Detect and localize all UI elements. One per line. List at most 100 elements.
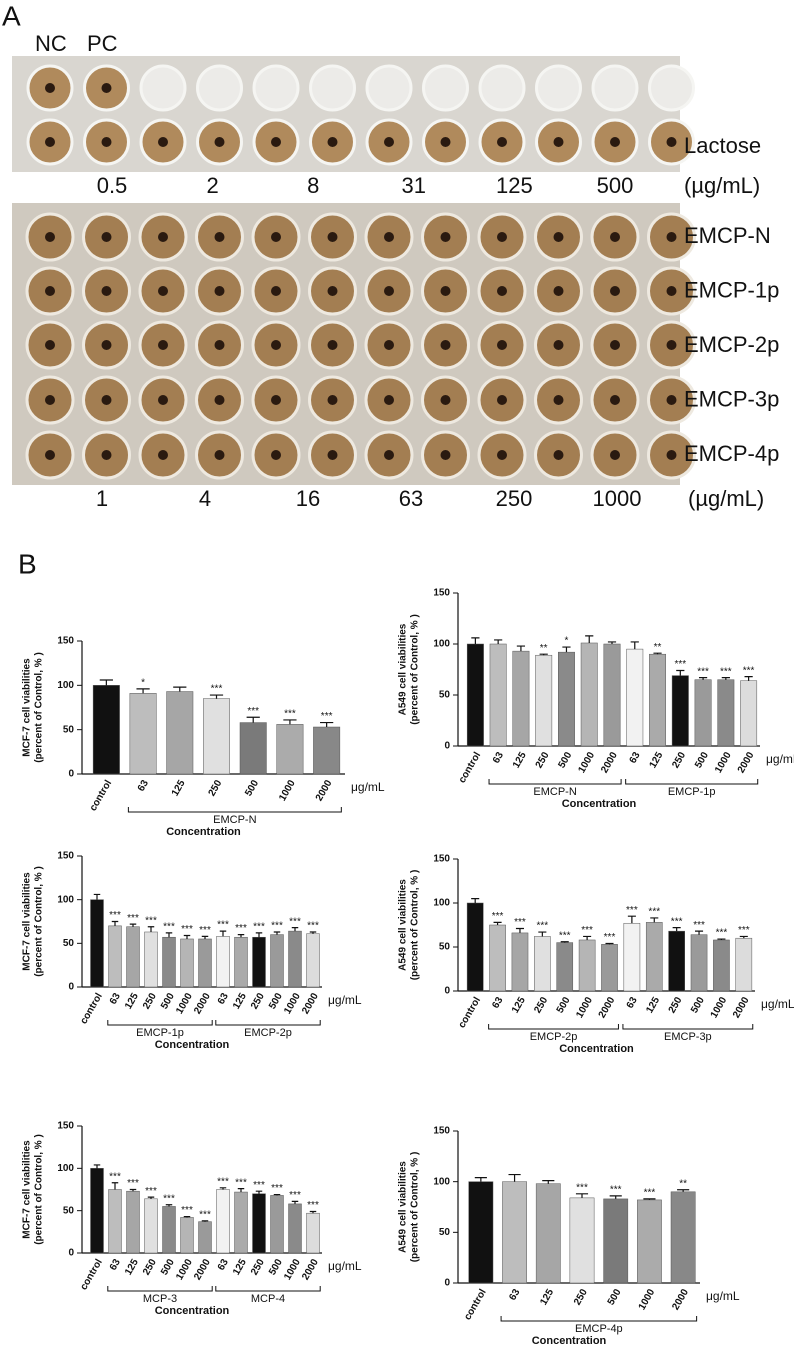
error-bar [237, 1188, 245, 1193]
error-bar [165, 1204, 173, 1207]
error-bar [516, 645, 526, 652]
well-pellet [384, 232, 394, 242]
bar [735, 937, 753, 992]
y-axis-label: MCF-7 cell viabilities [22, 1140, 33, 1239]
concentration: 16 [296, 486, 320, 511]
significance: *** [145, 1186, 157, 1197]
significance: *** [211, 684, 223, 695]
well-pellet [497, 286, 507, 296]
lactose-concentration: 0.5 [97, 173, 128, 198]
x-tick-label: 2000 [597, 995, 618, 1020]
well-pellet [158, 286, 168, 296]
well-pellet [666, 137, 677, 147]
bar [252, 1193, 266, 1254]
group-label: EMCP-N [533, 786, 576, 798]
well [478, 64, 526, 112]
x-tick-label: 500 [267, 1257, 285, 1277]
concentration-unit: (µg/mL) [688, 486, 764, 511]
error-bar [183, 1215, 191, 1218]
significance: *** [716, 928, 728, 939]
x-axis-label: Concentration [562, 798, 637, 810]
error-bar [744, 676, 753, 681]
significance: *** [284, 709, 296, 720]
significance: *** [271, 921, 283, 932]
x-tick-label: 125 [510, 995, 528, 1015]
well-pellet [45, 450, 55, 460]
x-tick-label: 2000 [300, 991, 321, 1016]
well-pellet [101, 286, 112, 296]
lactose-concentration: 8 [307, 173, 319, 198]
lactose-concentration: 500 [597, 173, 634, 198]
x-tick-label: 500 [159, 1257, 177, 1277]
well-pellet [158, 137, 168, 147]
bar [569, 1197, 595, 1284]
significance: *** [307, 921, 319, 932]
bar [466, 902, 484, 992]
bar [129, 693, 157, 775]
well-pellet [666, 232, 677, 242]
bar [276, 724, 304, 775]
bar [649, 653, 666, 747]
y-tick-label: 0 [444, 986, 450, 997]
y-axis-label: (percent of Control, % ) [34, 866, 45, 977]
y-tick-label: 0 [68, 982, 74, 993]
bar [162, 936, 176, 988]
well-pellet [384, 395, 394, 405]
well-pellet [440, 232, 451, 242]
group-bracket [107, 1286, 213, 1292]
significance: *** [145, 915, 157, 926]
bar [239, 722, 267, 775]
significance: *** [163, 1193, 175, 1204]
error-bar [183, 934, 191, 939]
bar [108, 925, 122, 988]
x-axis-label: Concentration [166, 826, 241, 838]
lactose-concentration: 2 [206, 173, 218, 198]
bar [162, 1206, 176, 1254]
significance: *** [127, 913, 139, 924]
x-tick-label: 2000 [300, 1257, 321, 1282]
bar [580, 642, 598, 747]
error-bar [494, 639, 503, 644]
error-bar [129, 923, 137, 927]
bar [626, 648, 644, 747]
lactose-concentration: 31 [402, 173, 426, 198]
y-tick-label: 50 [439, 942, 451, 953]
error-bar [246, 716, 260, 723]
x-tick-label: 63 [216, 1257, 231, 1273]
bar [90, 1168, 104, 1254]
well-pellet [45, 286, 55, 296]
error-bar [627, 915, 636, 924]
bar [558, 651, 575, 747]
bar [288, 1203, 302, 1254]
bar [489, 924, 506, 992]
bar [717, 679, 735, 747]
y-tick-label: 100 [57, 680, 74, 691]
well-pellet [553, 395, 564, 405]
error-bar [219, 1187, 227, 1190]
row-label: EMCP-3p [684, 386, 779, 411]
x-tick-label: 63 [625, 995, 640, 1011]
significance: *** [217, 1176, 229, 1187]
significance: *** [610, 1184, 622, 1195]
well [252, 64, 300, 112]
row-label: EMCP-N [684, 223, 771, 248]
error-bar [575, 1193, 589, 1198]
significance: *** [514, 917, 526, 928]
well-pellet [553, 450, 564, 460]
bar [603, 1198, 629, 1284]
x-tick-label: 2000 [192, 1257, 213, 1282]
well-pellet [45, 232, 55, 242]
bar [270, 1195, 284, 1254]
concentration: 63 [399, 486, 423, 511]
bar [306, 1212, 320, 1254]
x-tick-label: 63 [216, 991, 231, 1007]
x-axis-label: Concentration [532, 1335, 607, 1347]
significance: *** [626, 905, 638, 916]
well [139, 64, 187, 112]
x-tick-label: 125 [511, 750, 529, 770]
error-bar [320, 721, 334, 728]
y-axis-label: MCF-7 cell viabilities [22, 658, 33, 757]
x-tick-label: 125 [170, 778, 188, 798]
x-tick-label: control [457, 995, 484, 1030]
y-axis-label: (percent of Control, % ) [410, 1152, 421, 1263]
